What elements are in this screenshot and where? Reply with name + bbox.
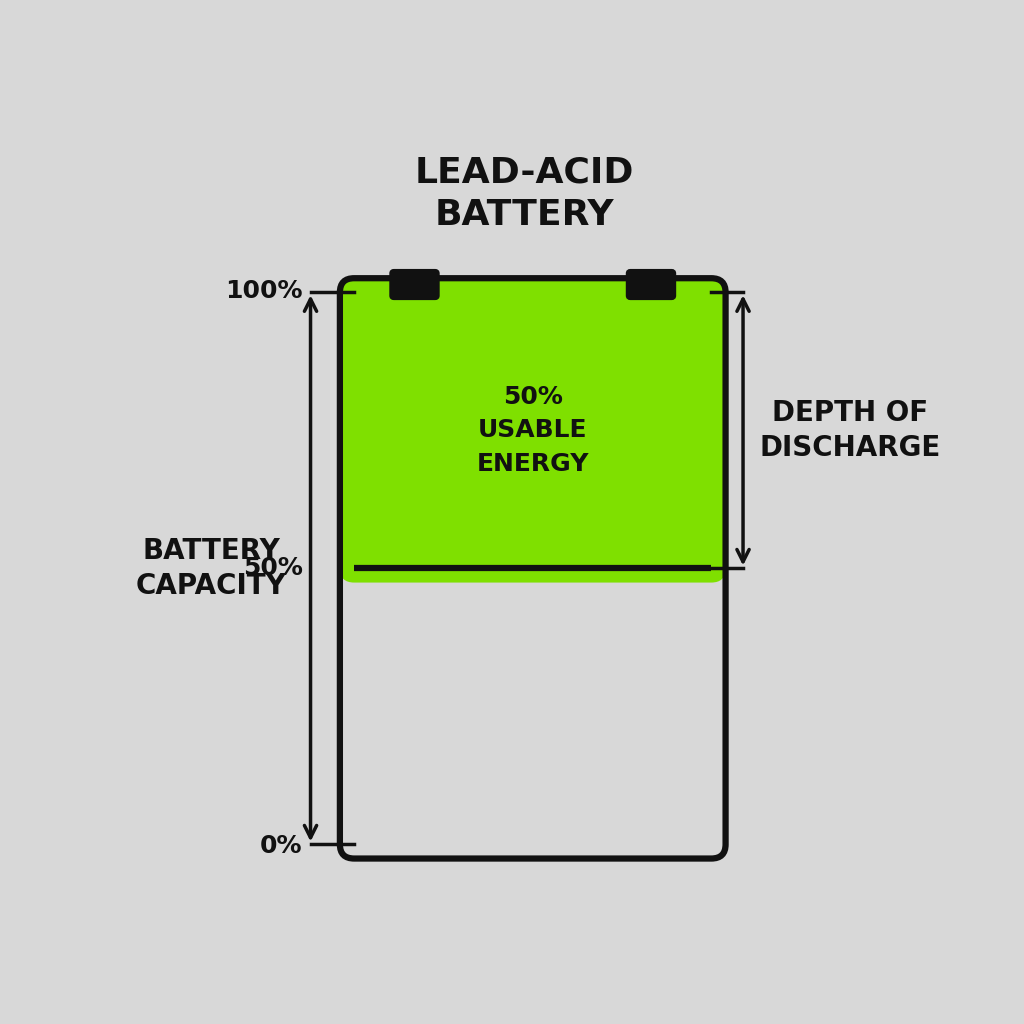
Text: LEAD-ACID
BATTERY: LEAD-ACID BATTERY xyxy=(415,156,635,231)
Text: DEPTH OF
DISCHARGE: DEPTH OF DISCHARGE xyxy=(760,399,941,462)
Text: 0%: 0% xyxy=(260,834,303,858)
FancyBboxPatch shape xyxy=(627,270,675,299)
FancyBboxPatch shape xyxy=(340,279,726,583)
FancyBboxPatch shape xyxy=(340,279,726,858)
FancyBboxPatch shape xyxy=(391,270,438,299)
Text: 50%: 50% xyxy=(243,556,303,581)
Text: 50%
USABLE
ENERGY: 50% USABLE ENERGY xyxy=(476,385,589,476)
Bar xyxy=(354,550,712,568)
Text: 100%: 100% xyxy=(225,279,303,303)
Text: BATTERY
CAPACITY: BATTERY CAPACITY xyxy=(136,537,287,600)
